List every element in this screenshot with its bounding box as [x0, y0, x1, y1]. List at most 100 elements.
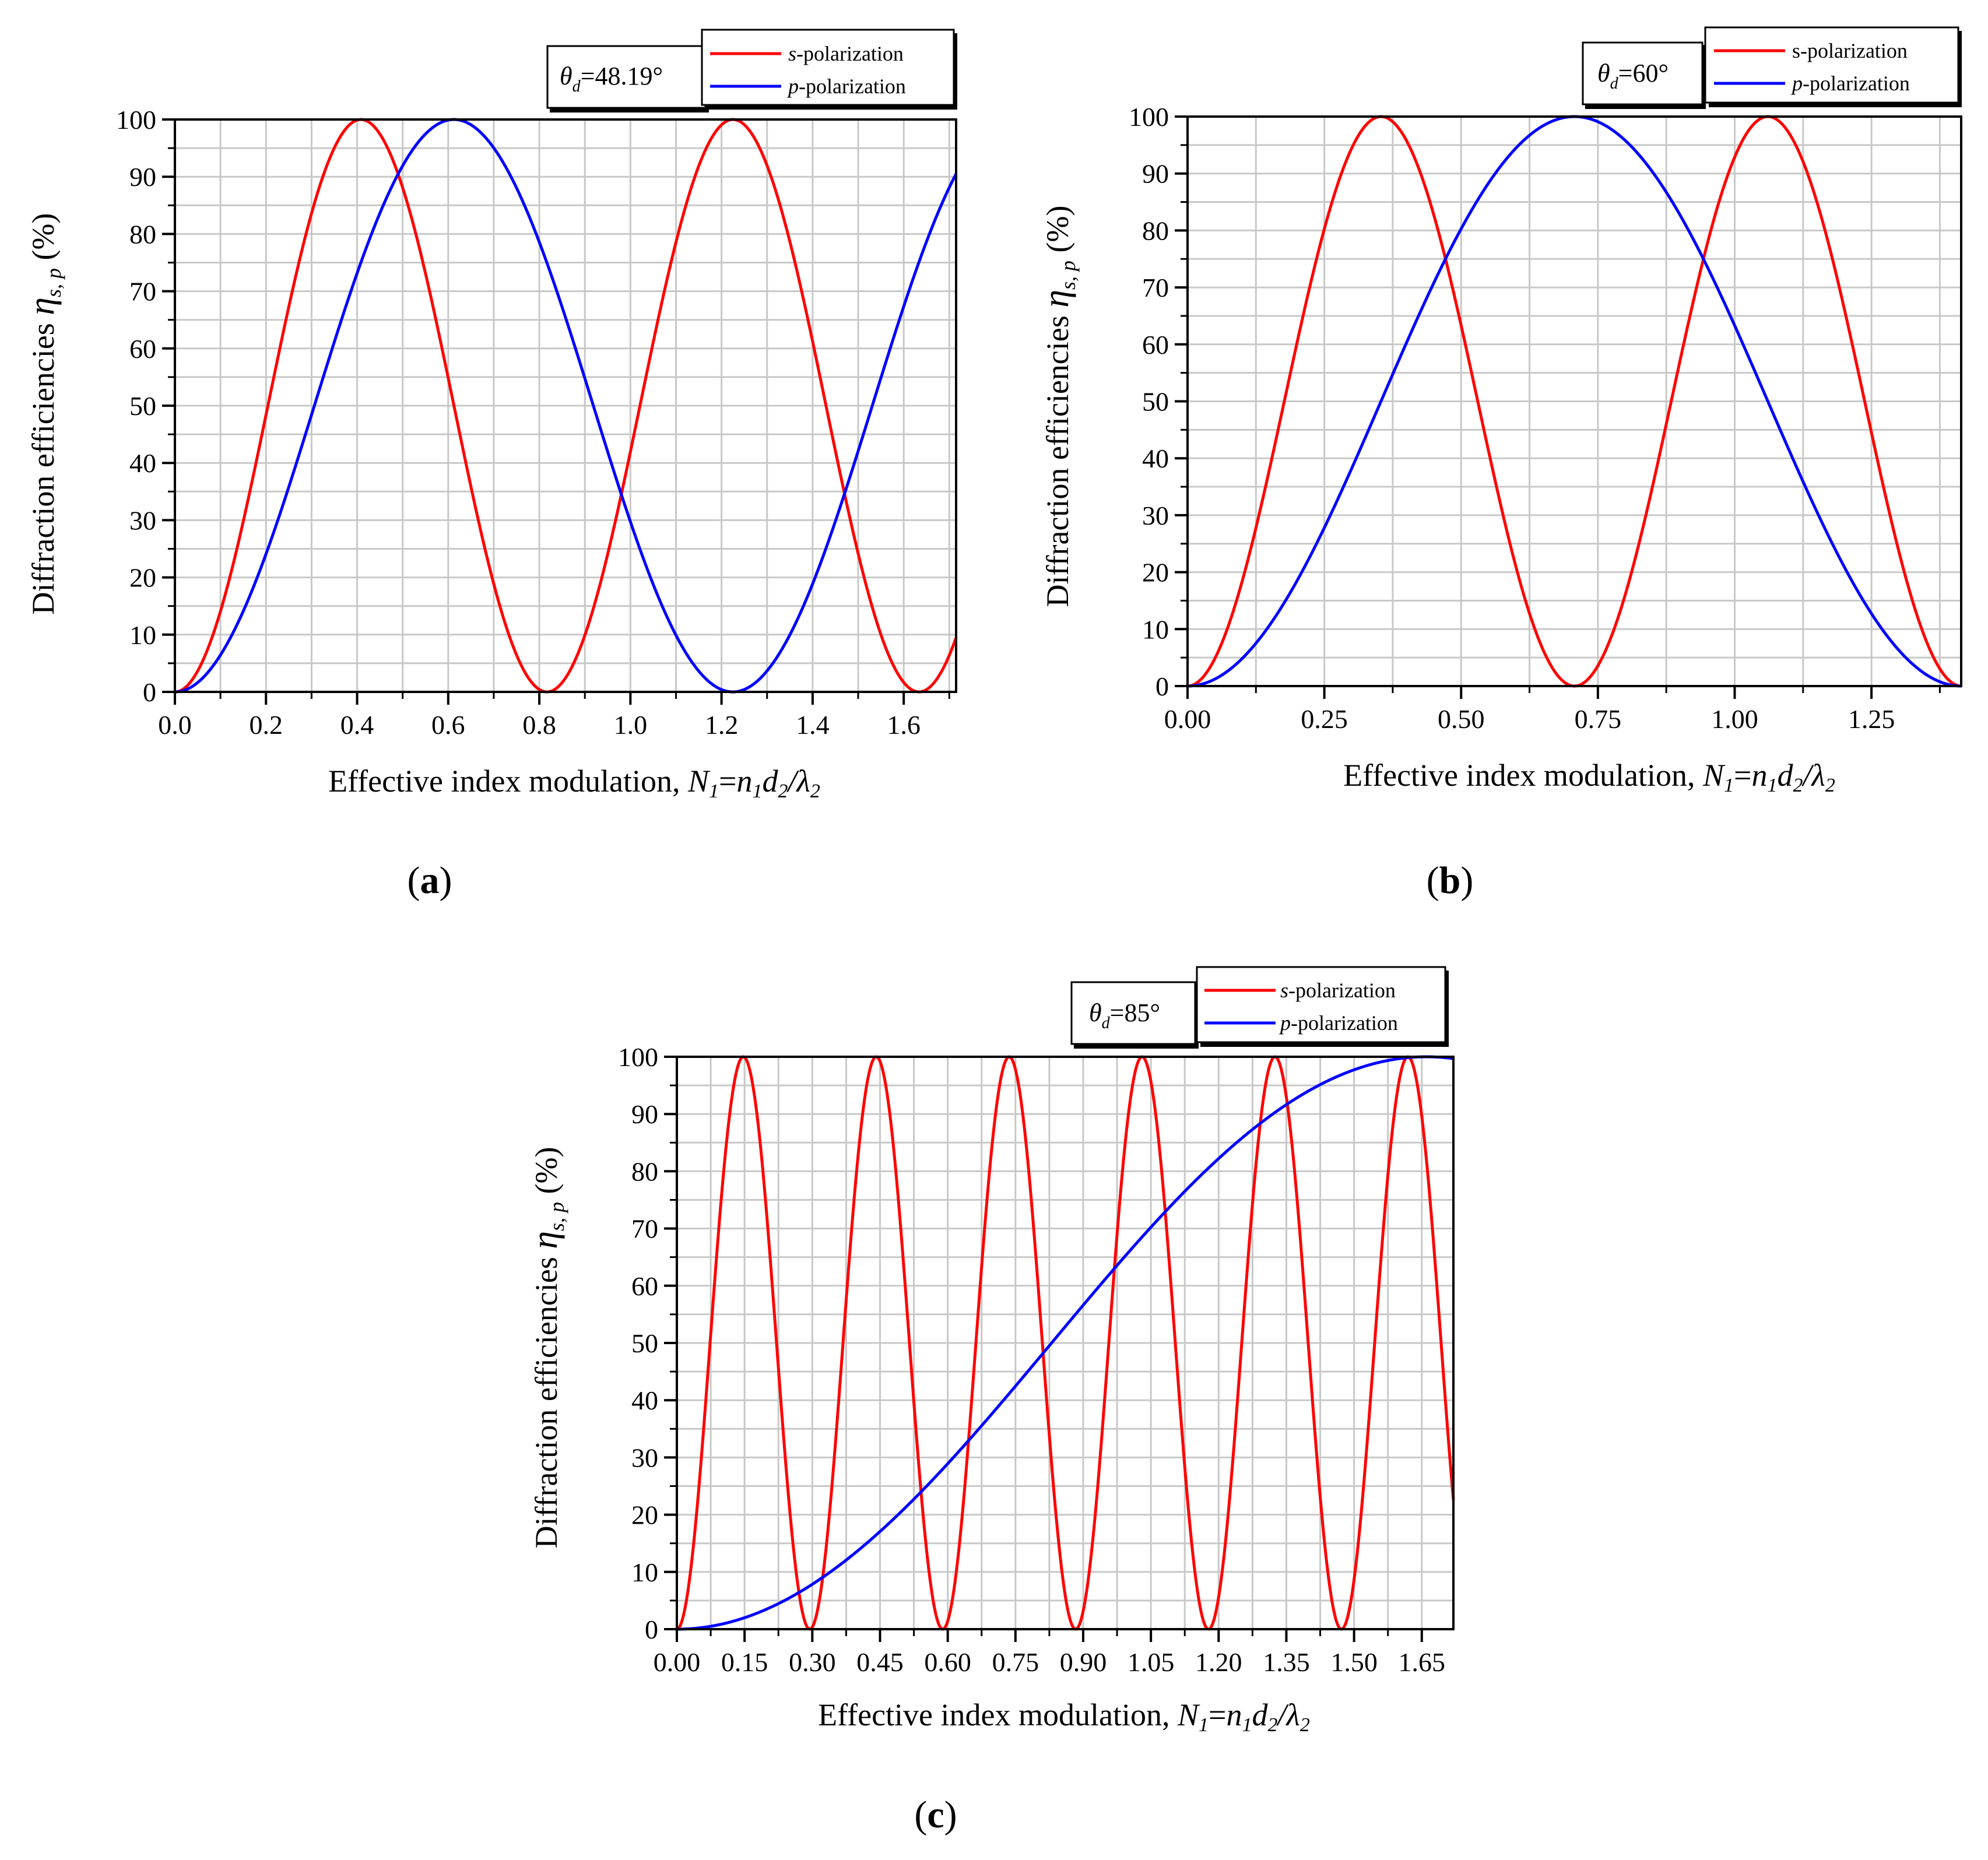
panel-b-y-axis-title: Diffraction efficiencies ηs, p (%) — [1037, 206, 1080, 607]
panel-b-y-tick-label: 0 — [1155, 671, 1169, 701]
panel-c-p-polarization-line — [677, 1055, 1454, 1631]
panel-a-caption: (a) — [408, 859, 452, 902]
panel-c-caption: (c) — [914, 1794, 957, 1836]
panel-c-x-tick-label: 1.50 — [1330, 1647, 1378, 1677]
panel-a-y-tick-label: 100 — [116, 105, 156, 135]
panel-a-y-tick-label: 30 — [129, 505, 156, 535]
panel-c-y-tick-labels: 0 10 20 30 40 50 60 70 80 90 100 — [618, 1042, 658, 1644]
panel-b-y-tick-labels: 0 10 20 30 40 50 60 70 80 90 100 — [1129, 102, 1169, 701]
panel-a-series — [174, 118, 958, 694]
panel-b-x-tick-label: 1.25 — [1848, 704, 1895, 734]
panel-b-angle-box: θd=60° — [1582, 41, 1706, 109]
panel-a-s-polarization-line — [174, 118, 958, 694]
panel-c: 0.00 0.15 0.30 0.45 0.60 0.75 0.90 1.05 1.20 1.35… — [525, 966, 1455, 1836]
panel-b-y-tick-label: 10 — [1142, 614, 1169, 644]
panel-a-ticks — [162, 118, 950, 705]
panel-a-y-tick-label: 50 — [129, 391, 156, 421]
panel-c-y-tick-label: 90 — [631, 1099, 658, 1129]
panel-a-x-tick-label: 0.6 — [431, 710, 465, 740]
panel-a-x-axis-title: Effective index modulation, N1=n1d2/λ2 — [328, 764, 820, 802]
panel-a-x-tick-label: 1.0 — [614, 710, 648, 740]
panel-c-y-axis-title: Diffraction efficiencies ηs, p (%) — [525, 1147, 568, 1549]
panel-a-y-tick-label: 40 — [129, 448, 156, 478]
panel-c-y-tick-label: 20 — [631, 1500, 658, 1530]
panel-c-s-polarization-line — [676, 1055, 1455, 1631]
panel-b-x-tick-label: 0.50 — [1438, 704, 1485, 734]
panel-a-x-tick-label: 1.4 — [796, 710, 830, 740]
panel-a-legend: s-polarization p-polarization — [701, 29, 957, 110]
panel-c-y-tick-label: 40 — [631, 1386, 658, 1415]
panel-c-legend-label-s: s-polarization — [1280, 979, 1396, 1002]
panel-a-y-tick-labels: 0 10 20 30 40 50 60 70 80 90 100 — [116, 105, 156, 707]
panel-a-y-tick-label: 90 — [129, 162, 156, 192]
panel-c-angle-box: θd=85° — [1070, 981, 1199, 1049]
panel-b-x-tick-label: 0.25 — [1301, 704, 1348, 734]
panel-a-angle-box: θd=48.19° — [546, 45, 709, 112]
panel-c-y-tick-label: 30 — [631, 1443, 658, 1472]
panel-b-x-axis-title: Effective index modulation, N1=n1d2/λ2 — [1343, 758, 1835, 796]
panel-b-y-tick-label: 20 — [1142, 558, 1169, 588]
panel-a-x-tick-label: 0.2 — [250, 710, 283, 740]
panel-b-ticks — [1175, 115, 1941, 699]
panel-c-x-tick-label: 1.20 — [1195, 1647, 1242, 1677]
panel-b-y-tick-label: 60 — [1142, 330, 1169, 360]
panel-b-y-tick-label: 90 — [1142, 159, 1169, 189]
panel-a-y-tick-label: 70 — [129, 277, 156, 307]
panel-b-legend-label-s: s-polarization — [1792, 39, 1908, 62]
panel-a-x-tick-label: 0.4 — [340, 710, 374, 740]
panel-c-x-tick-label: 0.75 — [992, 1647, 1039, 1677]
panel-b: 0.00 0.25 0.50 0.75 1.00 1.25 0 10 20 30 40 50 60 70… — [1037, 26, 1962, 902]
panel-b-legend-label-p: p-polarization — [1790, 72, 1910, 95]
panel-c-y-tick-label: 60 — [631, 1271, 658, 1301]
panel-c-series — [676, 1055, 1455, 1631]
panel-c-x-tick-label: 0.30 — [789, 1647, 836, 1677]
panel-b-x-tick-labels: 0.00 0.25 0.50 0.75 1.00 1.25 — [1164, 704, 1895, 734]
panel-c-y-tick-label: 80 — [631, 1156, 658, 1186]
panel-a-y-tick-label: 0 — [143, 677, 156, 707]
panel-c-legend-label-p: p-polarization — [1278, 1011, 1398, 1035]
panel-b-x-tick-label: 1.00 — [1711, 704, 1758, 734]
panel-c-ticks — [664, 1056, 1423, 1642]
panel-b-caption: (b) — [1427, 859, 1474, 902]
panel-a-x-tick-label: 1.6 — [887, 710, 921, 740]
panel-c-grid — [677, 1057, 1453, 1629]
panel-c-y-tick-label: 70 — [631, 1214, 658, 1244]
panel-b-y-tick-label: 100 — [1129, 102, 1169, 132]
panel-c-x-tick-label: 0.15 — [721, 1647, 768, 1677]
panel-c-x-tick-label: 1.05 — [1128, 1647, 1175, 1677]
panel-a-y-axis-title: Diffraction efficiencies ηs, p (%) — [22, 213, 65, 615]
panel-a-y-tick-label: 60 — [129, 334, 156, 364]
panel-b-x-tick-label: 0.75 — [1575, 704, 1622, 734]
panel-b-y-tick-label: 70 — [1142, 273, 1169, 303]
panel-b-y-tick-label: 80 — [1142, 216, 1169, 245]
panel-a-x-tick-label: 0.8 — [522, 710, 556, 740]
panel-a-p-polarization-line — [174, 118, 958, 694]
panel-a-y-tick-label: 80 — [129, 219, 156, 249]
panel-b-y-tick-label: 50 — [1142, 387, 1169, 417]
panel-a-x-tick-label: 1.2 — [705, 710, 739, 740]
panel-b-angle-label: θd=60° — [1597, 59, 1669, 93]
panel-a-legend-label-p: p-polarization — [786, 75, 906, 98]
panel-c-x-tick-labels: 0.00 0.15 0.30 0.45 0.60 0.75 0.90 1.05 1.20 1.35… — [654, 1647, 1445, 1677]
panel-b-legend: s-polarization p-polarization — [1704, 26, 1962, 107]
panel-b-y-tick-label: 40 — [1142, 444, 1169, 473]
panel-c-x-axis-title: Effective index modulation, N1=n1d2/λ2 — [818, 1697, 1310, 1736]
panel-c-x-tick-label: 0.60 — [924, 1647, 971, 1677]
panel-c-angle-label: θd=85° — [1089, 998, 1160, 1032]
panel-c-x-tick-label: 0.90 — [1060, 1647, 1107, 1677]
panel-b-grid — [1188, 117, 1961, 686]
panel-c-y-tick-label: 10 — [631, 1557, 658, 1587]
panel-c-x-tick-label: 1.65 — [1399, 1647, 1446, 1677]
panel-c-y-tick-label: 0 — [645, 1615, 658, 1644]
panel-a-x-tick-labels: 0.0 0.2 0.4 0.6 0.8 1.0 1.2 1.4 1.6 — [158, 710, 921, 740]
panel-a-x-tick-label: 0.0 — [158, 710, 192, 740]
panel-c-x-tick-label: 1.35 — [1263, 1647, 1310, 1677]
panel-a-y-tick-label: 10 — [129, 620, 156, 650]
panel-c-y-tick-label: 100 — [618, 1042, 658, 1072]
panel-a-grid — [175, 119, 956, 692]
panel-a: 0.0 0.2 0.4 0.6 0.8 1.0 1.2 1.4 1.6 0 10 20 30 40 50 6… — [22, 29, 958, 902]
panel-a-angle-label: θd=48.19° — [560, 62, 663, 96]
panel-c-x-tick-label: 0.00 — [654, 1647, 701, 1677]
panel-c-y-tick-label: 50 — [631, 1328, 658, 1358]
